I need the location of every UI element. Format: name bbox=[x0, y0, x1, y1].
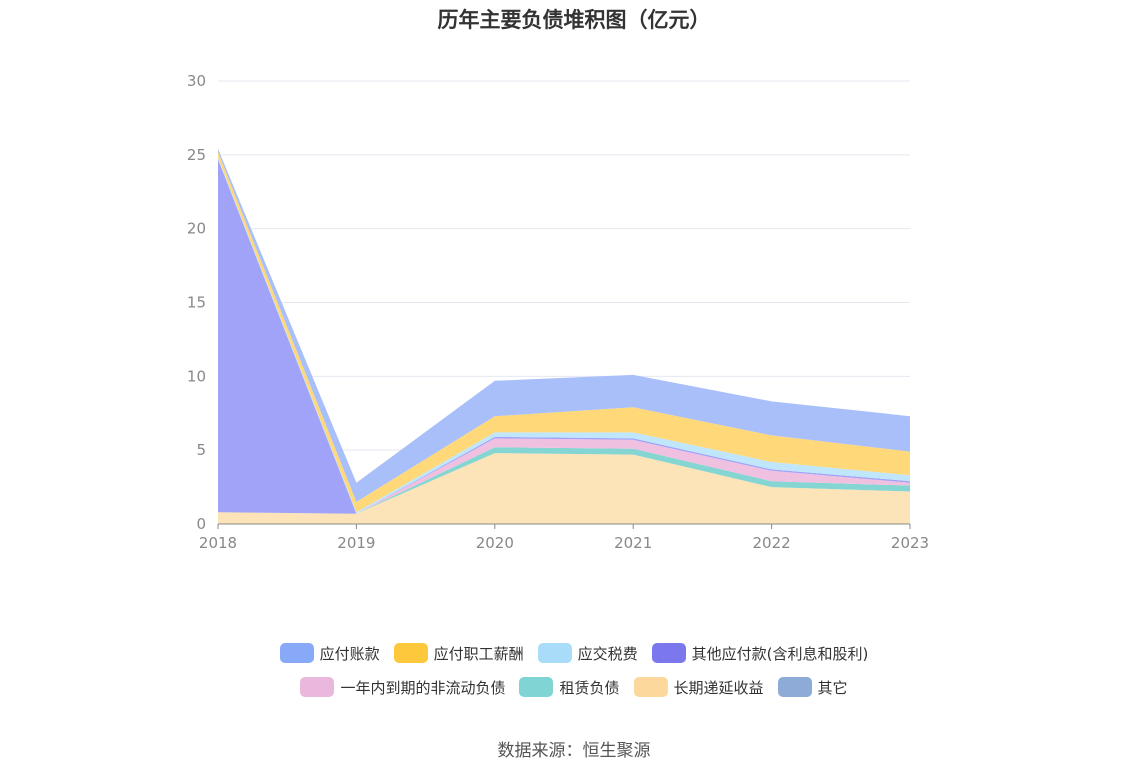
x-tick-label: 2023 bbox=[891, 534, 929, 552]
legend-swatch bbox=[651, 643, 686, 663]
legend-swatch bbox=[393, 643, 428, 663]
x-tick-label: 2019 bbox=[337, 534, 375, 552]
legend-swatch bbox=[537, 643, 572, 663]
legend-label: 一年内到期的非流动负债 bbox=[340, 678, 506, 697]
y-tick-label: 5 bbox=[196, 441, 206, 459]
y-tick-label: 15 bbox=[187, 294, 206, 312]
area-series bbox=[218, 159, 910, 514]
legend-row-1: 应付账款 应付职工薪酬 应交税费 其他应付款(含利息和股利) bbox=[0, 636, 1148, 670]
y-tick-label: 0 bbox=[196, 515, 206, 533]
legend-item-payroll-payable[interactable]: 应付职工薪酬 bbox=[393, 643, 524, 664]
legend-swatch bbox=[777, 677, 812, 697]
legend-item-other[interactable]: 其它 bbox=[777, 677, 848, 698]
area-series bbox=[218, 447, 910, 514]
legend-swatch bbox=[300, 677, 335, 697]
area-series bbox=[218, 148, 910, 502]
legend-label: 应交税费 bbox=[577, 644, 638, 663]
legend-label: 租赁负债 bbox=[559, 678, 620, 697]
legend-item-deferred-income[interactable]: 长期递延收益 bbox=[633, 677, 764, 698]
legend-label: 长期递延收益 bbox=[673, 678, 764, 697]
x-tick-label: 2022 bbox=[753, 534, 791, 552]
legend-label: 应付职工薪酬 bbox=[433, 644, 524, 663]
x-tick-label: 2018 bbox=[199, 534, 237, 552]
x-tick-label: 2021 bbox=[614, 534, 652, 552]
legend-label: 其它 bbox=[817, 678, 848, 697]
data-source: 数据来源：恒生聚源 bbox=[497, 741, 651, 761]
chart-legend: 应付账款 应付职工薪酬 应交税费 其他应付款(含利息和股利) 一年内到期的非流动… bbox=[0, 636, 1148, 704]
legend-item-other-payables[interactable]: 其他应付款(含利息和股利) bbox=[651, 643, 869, 664]
area-series bbox=[218, 453, 910, 524]
y-tick-label: 30 bbox=[187, 72, 206, 90]
legend-item-taxes-payable[interactable]: 应交税费 bbox=[537, 643, 638, 664]
x-tick-label: 2020 bbox=[476, 534, 514, 552]
y-tick-label: 20 bbox=[187, 220, 206, 238]
area-series bbox=[218, 438, 910, 514]
legend-label: 其他应付款(含利息和股利) bbox=[691, 644, 869, 663]
legend-row-2: 一年内到期的非流动负债 租赁负债 长期递延收益 其它 bbox=[0, 670, 1148, 704]
legend-swatch bbox=[279, 643, 314, 663]
legend-item-lease-liabilities[interactable]: 租赁负债 bbox=[519, 677, 620, 698]
legend-swatch bbox=[519, 677, 554, 697]
legend-item-accounts-payable[interactable]: 应付账款 bbox=[279, 643, 380, 664]
y-tick-label: 25 bbox=[187, 146, 206, 164]
legend-label: 应付账款 bbox=[319, 644, 380, 663]
legend-swatch bbox=[633, 677, 668, 697]
stacked-area-chart: 0 5 10 15 20 25 30 2018 2019 2020 2021 2022 2023 bbox=[187, 72, 929, 552]
chart-title: 历年主要负债堆积图（亿元） bbox=[437, 8, 711, 32]
legend-item-current-noncurrent-liabilities[interactable]: 一年内到期的非流动负债 bbox=[300, 677, 505, 698]
y-tick-label: 10 bbox=[187, 367, 206, 385]
